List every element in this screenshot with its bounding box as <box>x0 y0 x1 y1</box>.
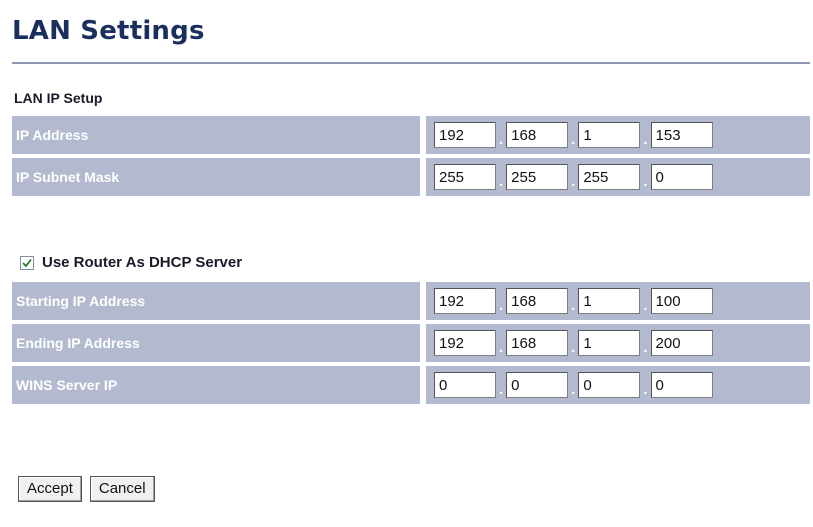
dhcp-server-option[interactable]: Use Router As DHCP Server <box>20 254 242 271</box>
ending-ip-row: Ending IP Address . . . <box>12 324 810 362</box>
octet-separator: . <box>571 172 576 190</box>
subnet-mask-octet-2[interactable] <box>506 164 569 190</box>
octet-separator: . <box>571 296 576 314</box>
octet-separator: . <box>499 172 504 190</box>
wins-server-fields: . . . <box>426 366 810 404</box>
ip-address-fields: . . . <box>426 116 810 154</box>
starting-ip-label: Starting IP Address <box>12 282 420 320</box>
ip-address-row: IP Address . . . <box>12 116 810 154</box>
subnet-mask-label: IP Subnet Mask <box>12 158 420 196</box>
wins-server-octet-4[interactable] <box>650 372 713 398</box>
dhcp-server-label: Use Router As DHCP Server <box>42 254 243 271</box>
subnet-mask-fields: . . . <box>426 158 810 196</box>
subnet-mask-octet-3[interactable] <box>578 164 641 190</box>
starting-ip-octet-1[interactable] <box>434 288 496 314</box>
octet-separator: . <box>643 296 648 314</box>
wins-server-octet-1[interactable] <box>434 372 496 398</box>
octet-separator: . <box>499 380 504 398</box>
ip-address-label: IP Address <box>12 116 420 154</box>
octet-separator: . <box>499 338 504 356</box>
wins-server-octet-2[interactable] <box>506 372 569 398</box>
octet-separator: . <box>499 296 504 314</box>
wins-server-row: WINS Server IP . . . <box>12 366 810 404</box>
wins-server-octet-3[interactable] <box>578 372 641 398</box>
starting-ip-fields: . . . <box>426 282 810 320</box>
accept-button[interactable]: Accept <box>18 476 82 502</box>
page-title: LAN Settings <box>12 16 205 46</box>
form-actions: Accept Cancel <box>18 476 155 502</box>
ip-address-octet-3[interactable] <box>578 122 641 148</box>
subnet-mask-row: IP Subnet Mask . . . <box>12 158 810 196</box>
starting-ip-octet-3[interactable] <box>578 288 641 314</box>
octet-separator: . <box>571 338 576 356</box>
subnet-mask-octet-1[interactable] <box>434 164 496 190</box>
octet-separator: . <box>643 380 648 398</box>
ending-ip-octet-3[interactable] <box>578 330 641 356</box>
octet-separator: . <box>499 130 504 148</box>
starting-ip-row: Starting IP Address . . . <box>12 282 810 320</box>
starting-ip-octet-2[interactable] <box>506 288 569 314</box>
octet-separator: . <box>643 172 648 190</box>
wins-server-label: WINS Server IP <box>12 366 420 404</box>
ip-address-octet-4[interactable] <box>650 122 713 148</box>
starting-ip-octet-4[interactable] <box>650 288 713 314</box>
octet-separator: . <box>571 130 576 148</box>
dhcp-table: Starting IP Address . . . Ending IP Addr… <box>12 282 810 408</box>
ending-ip-fields: . . . <box>426 324 810 362</box>
cancel-button[interactable]: Cancel <box>89 476 155 502</box>
ending-ip-octet-4[interactable] <box>650 330 713 356</box>
ip-address-octet-1[interactable] <box>434 122 496 148</box>
ending-ip-octet-1[interactable] <box>434 330 496 356</box>
lan-ip-setup-table: IP Address . . . IP Subnet Mask . . . <box>12 116 810 200</box>
dhcp-server-checkbox[interactable] <box>20 255 34 270</box>
checkmark-icon <box>22 258 32 267</box>
subnet-mask-octet-4[interactable] <box>650 164 713 190</box>
ip-address-octet-2[interactable] <box>506 122 569 148</box>
ending-ip-octet-2[interactable] <box>506 330 569 356</box>
octet-separator: . <box>643 130 648 148</box>
octet-separator: . <box>643 338 648 356</box>
lan-ip-setup-heading: LAN IP Setup <box>14 90 103 106</box>
octet-separator: . <box>571 380 576 398</box>
ending-ip-label: Ending IP Address <box>12 324 420 362</box>
title-divider <box>12 62 810 64</box>
